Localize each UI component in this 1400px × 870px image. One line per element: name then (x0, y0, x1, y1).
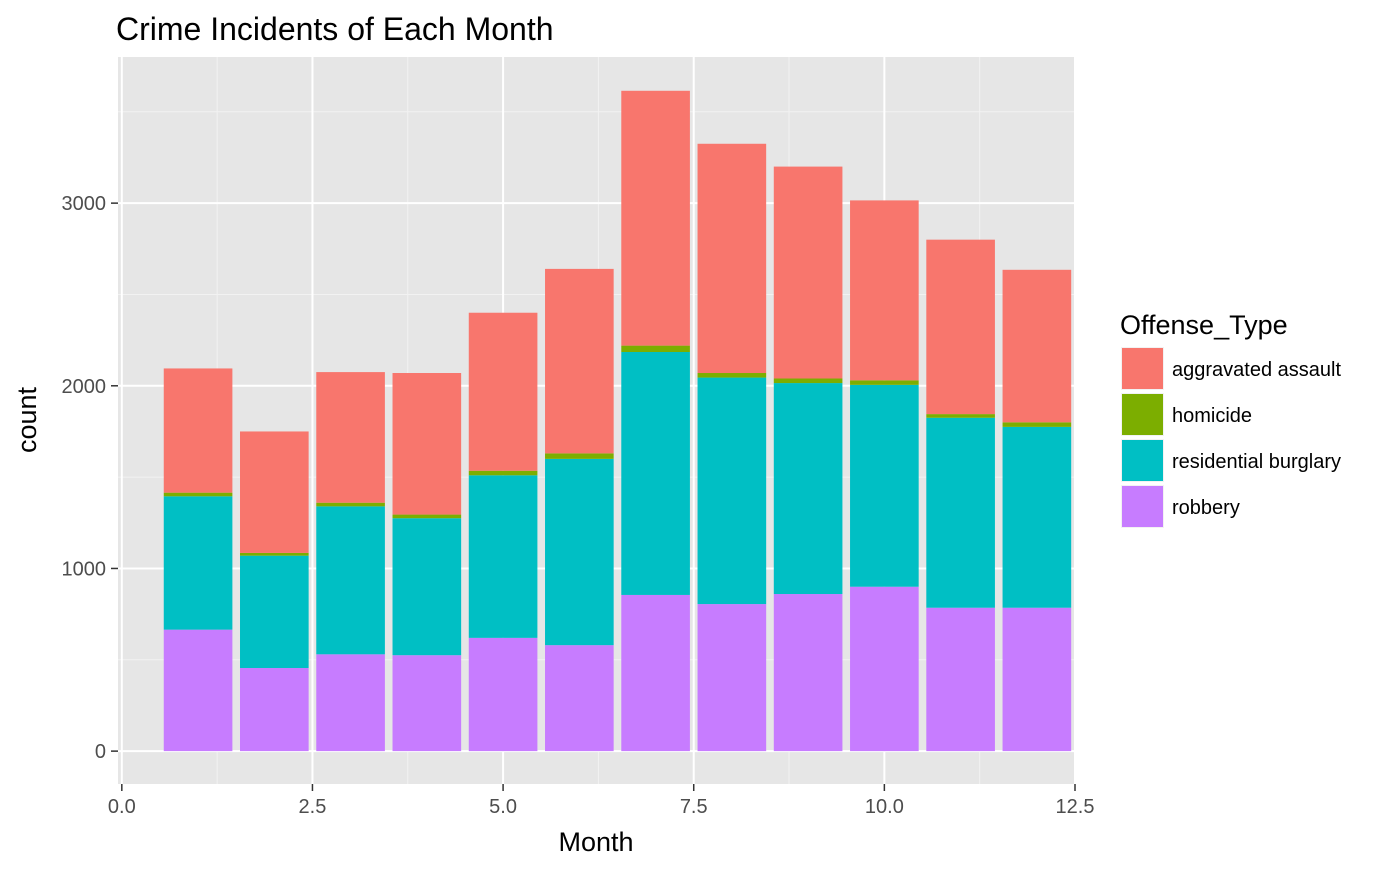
bar-homicide-month-3 (316, 502, 385, 507)
bar-aggravated-assault-month-4 (392, 373, 462, 515)
x-tick-label: 7.5 (680, 796, 708, 818)
y-axis-label: count (12, 386, 42, 453)
bar-homicide-month-4 (392, 514, 462, 519)
bar-residential-burglary-month-7 (621, 352, 690, 595)
bar-robbery-month-5 (468, 637, 538, 752)
bar-robbery-month-9 (773, 594, 843, 752)
x-axis-label: Month (558, 827, 633, 857)
bar-robbery-month-4 (392, 655, 462, 752)
bar-robbery-month-1 (163, 629, 233, 752)
y-tick-label: 0 (95, 741, 106, 763)
bars (163, 90, 1072, 752)
bar-residential-burglary-month-8 (697, 377, 767, 605)
bar-residential-burglary-month-11 (926, 417, 995, 608)
bar-homicide-month-6 (545, 453, 614, 459)
bar-robbery-month-3 (316, 654, 385, 752)
x-axis: 0.0 2.5 5.0 7.5 10.0 12.5 (108, 784, 1095, 818)
y-tick-label: 1000 (62, 558, 107, 580)
legend-label-homicide: homicide (1172, 405, 1252, 427)
bar-aggravated-assault-month-9 (773, 166, 843, 379)
bar-residential-burglary-month-6 (545, 458, 614, 646)
x-tick-label: 5.0 (489, 796, 517, 818)
legend-label-robbery: robbery (1172, 497, 1240, 519)
bar-homicide-month-9 (773, 378, 843, 384)
legend-key-homicide (1122, 394, 1163, 435)
chart-title: Crime Incidents of Each Month (116, 11, 554, 47)
bar-homicide-month-11 (926, 414, 995, 418)
bar-homicide-month-10 (850, 380, 919, 385)
bar-homicide-month-8 (697, 373, 767, 378)
bar-aggravated-assault-month-1 (163, 368, 233, 493)
bar-residential-burglary-month-2 (240, 555, 309, 669)
bar-homicide-month-2 (240, 552, 309, 556)
y-tick-label: 3000 (62, 193, 107, 215)
bar-aggravated-assault-month-2 (240, 431, 309, 553)
bar-homicide-month-1 (163, 492, 233, 497)
bar-robbery-month-10 (850, 586, 919, 752)
bar-residential-burglary-month-3 (316, 506, 385, 655)
x-tick-label: 12.5 (1056, 796, 1095, 818)
bar-residential-burglary-month-12 (1002, 426, 1072, 608)
y-axis: 0 1000 2000 3000 (62, 193, 118, 763)
bar-homicide-month-12 (1002, 422, 1072, 427)
legend-key-robbery (1122, 486, 1163, 527)
bar-aggravated-assault-month-10 (850, 200, 919, 381)
bar-residential-burglary-month-4 (392, 518, 462, 656)
bar-residential-burglary-month-5 (468, 475, 538, 638)
legend-key-residential-burglary (1122, 440, 1163, 481)
x-tick-label: 0.0 (108, 796, 136, 818)
y-tick-label: 2000 (62, 376, 107, 398)
bar-aggravated-assault-month-6 (545, 268, 614, 454)
legend-label-residential-burglary: residential burglary (1172, 451, 1341, 473)
bar-aggravated-assault-month-3 (316, 372, 385, 503)
bar-aggravated-assault-month-7 (621, 90, 690, 346)
bar-homicide-month-7 (621, 345, 690, 353)
bar-robbery-month-8 (697, 604, 767, 752)
x-tick-label: 2.5 (299, 796, 327, 818)
x-tick-label: 10.0 (865, 796, 904, 818)
bar-homicide-month-5 (468, 470, 538, 476)
bar-robbery-month-6 (545, 645, 614, 752)
bar-robbery-month-11 (926, 607, 995, 752)
legend-label-aggravated-assault: aggravated assault (1172, 359, 1341, 381)
bar-aggravated-assault-month-11 (926, 239, 995, 415)
bar-residential-burglary-month-1 (163, 496, 233, 630)
bar-robbery-month-2 (240, 668, 309, 752)
bar-residential-burglary-month-10 (850, 384, 919, 587)
legend: Offense_Type aggravated assault homicide r… (1120, 310, 1341, 528)
legend-items: aggravated assault homicide residential bu… (1121, 347, 1341, 528)
bar-aggravated-assault-month-5 (468, 312, 538, 471)
bar-residential-burglary-month-9 (773, 383, 843, 595)
legend-title: Offense_Type (1120, 310, 1288, 340)
bar-robbery-month-7 (621, 594, 690, 752)
bar-robbery-month-12 (1002, 607, 1072, 752)
legend-key-aggravated-assault (1122, 348, 1163, 389)
bar-aggravated-assault-month-12 (1002, 269, 1072, 423)
bar-aggravated-assault-month-8 (697, 143, 767, 374)
